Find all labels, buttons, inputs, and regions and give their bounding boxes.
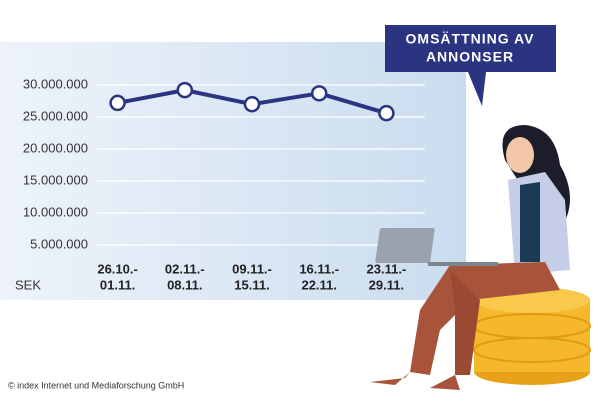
y-tick-label: 10.000.000 [23,204,88,219]
x-tick-label: 02.11.- [165,261,205,276]
y-tick-label: 25.000.000 [23,108,88,123]
y-tick-label: 15.000.000 [23,172,88,187]
y-axis-label: SEK [15,277,41,292]
marker [109,94,126,112]
marker [378,104,395,122]
marker [310,85,328,102]
y-tick-label: 30.000.000 [23,76,88,91]
x-tick-label: 09.11.- [232,261,272,276]
x-tick-label: 08.11. [167,277,202,292]
x-tick-label: 16.11.- [299,261,339,276]
source: © index Internet und Mediaforschung GmbH [8,380,184,390]
x-tick-label: 22.11. [301,277,336,292]
x-tick-label: 23.11.- [367,261,407,276]
callout-tail [468,72,486,106]
illustration [370,125,591,390]
y-tick-label: 20.000.000 [23,140,88,155]
callout-box [385,25,556,72]
chart-title: ANNONSER [426,49,514,65]
x-tick-label: 15.11. [234,277,269,292]
chart-title: OMSÄTTNING AV [406,31,535,47]
marker [176,81,194,99]
x-tick-label: 26.10.- [97,261,137,276]
marker [243,95,261,113]
x-tick-label: 29.11. [369,277,404,292]
x-tick-label: 01.11. [100,277,135,292]
y-tick-label: 5.000.000 [30,236,88,251]
